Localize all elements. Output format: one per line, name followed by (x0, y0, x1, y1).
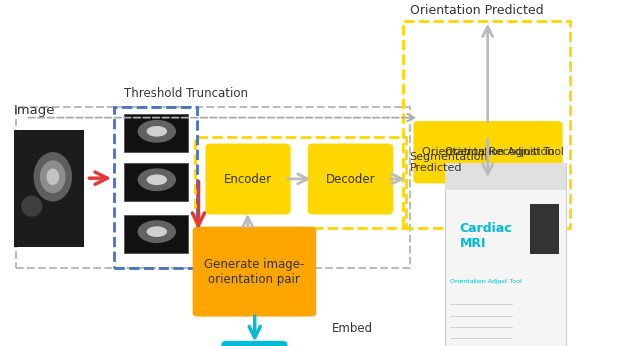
Ellipse shape (21, 195, 42, 217)
FancyBboxPatch shape (414, 122, 562, 183)
Ellipse shape (138, 169, 176, 191)
Text: Orientation Recognition: Orientation Recognition (422, 147, 554, 157)
Text: Embed: Embed (332, 322, 372, 335)
Bar (114, 107, 197, 268)
Text: Decoder: Decoder (326, 173, 375, 185)
Bar (124, 163, 188, 201)
Bar (445, 163, 566, 190)
FancyBboxPatch shape (308, 144, 392, 214)
FancyBboxPatch shape (222, 342, 287, 346)
Text: Segmentation
Predicted: Segmentation Predicted (410, 152, 488, 173)
FancyBboxPatch shape (193, 227, 316, 316)
Text: Orientation Predicted: Orientation Predicted (410, 4, 543, 17)
Text: Cardiac
MRI: Cardiac MRI (460, 222, 513, 250)
Bar (445, 163, 566, 346)
Bar (124, 215, 188, 253)
Ellipse shape (138, 120, 176, 143)
Bar (16, 107, 410, 268)
Bar (403, 21, 570, 228)
Ellipse shape (46, 169, 60, 185)
FancyBboxPatch shape (206, 144, 290, 214)
Text: Orientation Adjust Tool: Orientation Adjust Tool (445, 147, 564, 157)
Ellipse shape (147, 174, 167, 185)
Text: Encoder: Encoder (224, 173, 272, 185)
Ellipse shape (147, 226, 167, 237)
Bar (195, 137, 406, 228)
Text: Orientation Adjust Tool: Orientation Adjust Tool (451, 279, 522, 284)
Text: Image: Image (14, 104, 56, 117)
Ellipse shape (138, 220, 176, 243)
Ellipse shape (40, 160, 66, 193)
Bar (14, 130, 84, 247)
Bar (530, 204, 559, 254)
Text: Generate image-
orientation pair: Generate image- orientation pair (204, 258, 305, 285)
Bar (124, 114, 188, 152)
Text: Threshold Truncation: Threshold Truncation (124, 87, 248, 100)
Ellipse shape (33, 152, 72, 201)
Ellipse shape (147, 126, 167, 137)
